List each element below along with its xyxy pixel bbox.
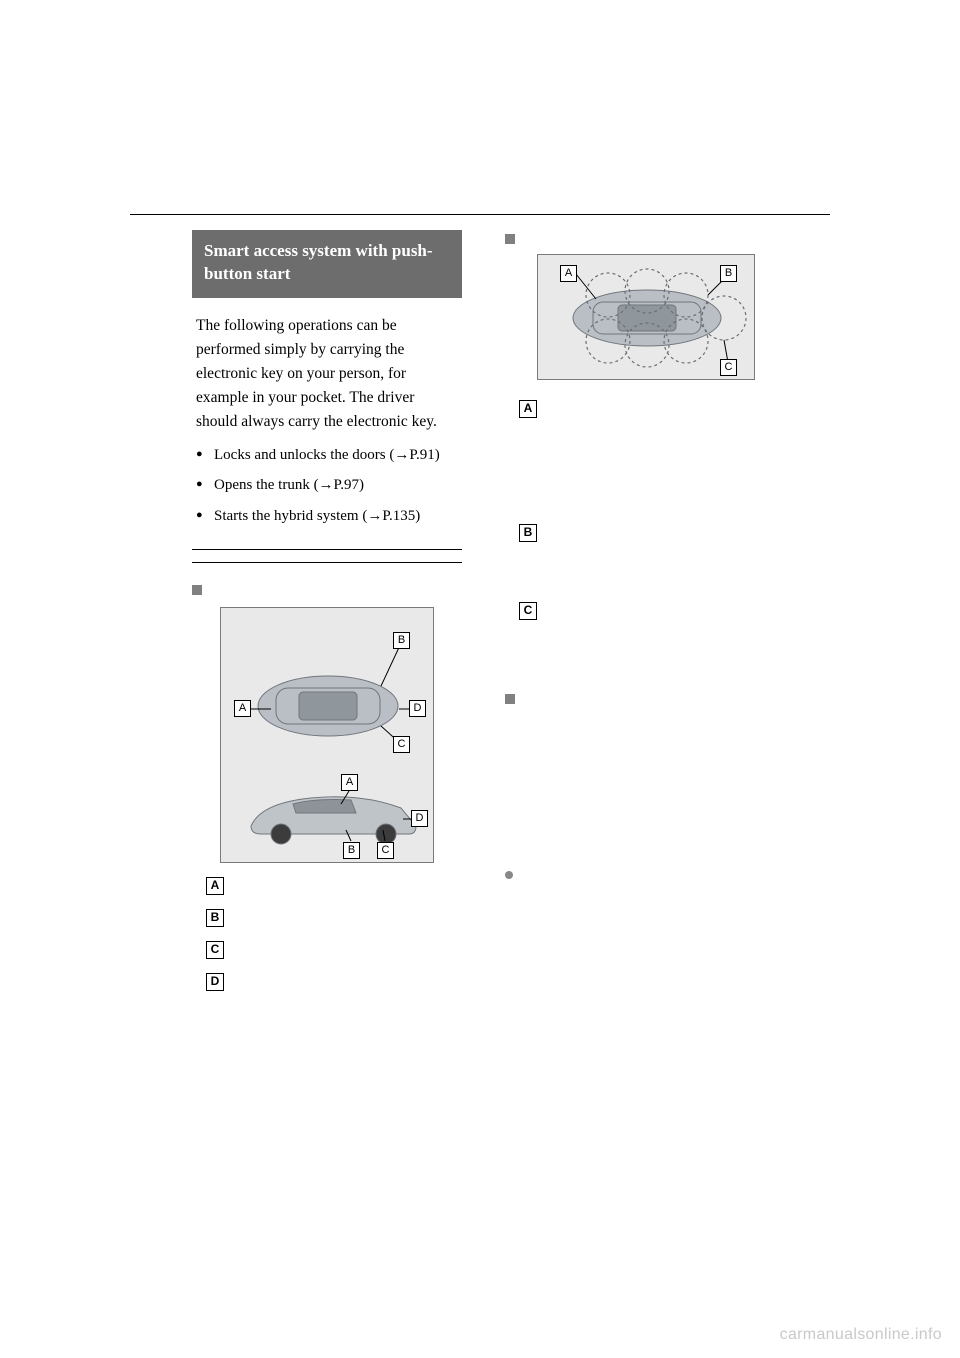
callout-label-a: A: [560, 265, 577, 282]
callout-label-b: B: [720, 265, 737, 282]
figure-antenna-diagram: A B C D A B C D: [220, 607, 434, 863]
watermark-text: carmanualsonline.info: [780, 1326, 942, 1344]
callout-label-d: D: [409, 700, 426, 717]
divider: [192, 562, 462, 563]
right-column: A B C A B C: [505, 230, 833, 879]
legend-row: A: [206, 877, 462, 895]
bullet-item: Starts the hybrid system (→P.135): [196, 505, 458, 528]
legend-spacer: [505, 418, 833, 510]
bullet-item: Opens the trunk (→P.97): [196, 474, 458, 497]
bullet-dot-icon: [505, 871, 513, 879]
spacer: [505, 714, 833, 854]
square-marker-icon: [505, 694, 515, 704]
callout-label-c-side: C: [377, 842, 394, 859]
intro-paragraph: The following operations can be performe…: [196, 314, 458, 434]
subheading-row: [505, 230, 833, 244]
square-marker-icon: [192, 585, 202, 595]
callout-label-b-side: B: [343, 842, 360, 859]
square-marker-icon: [505, 234, 515, 244]
callout-label-b: B: [393, 632, 410, 649]
callout-label-c: C: [720, 359, 737, 376]
page-rule-top: [130, 214, 830, 215]
section-title-bar: Smart access system with push-button sta…: [192, 230, 462, 298]
legend-row: D: [206, 973, 462, 991]
feature-bullet-list: Locks and unlocks the doors (→P.91) Open…: [196, 444, 458, 528]
legend-letter-c: C: [206, 941, 224, 959]
figure-effective-range: A B C: [537, 254, 755, 380]
legend-row: B: [206, 909, 462, 927]
legend-letter-d: D: [206, 973, 224, 991]
legend-letter-a: A: [519, 400, 537, 418]
legend-row: C: [206, 941, 462, 959]
legend-letter-c: C: [519, 602, 537, 620]
left-column: Smart access system with push-button sta…: [192, 230, 462, 991]
callout-label-a: A: [234, 700, 251, 717]
legend-letter-b: B: [519, 524, 537, 542]
legend-spacer: [505, 542, 833, 588]
legend-letter-b: B: [206, 909, 224, 927]
note-bullet: [505, 866, 833, 879]
callout-label-d-side: D: [411, 810, 428, 827]
callout-label-a-side: A: [341, 774, 358, 791]
subheading-row: [505, 690, 833, 704]
spacer: [505, 620, 833, 672]
subheading-row: Antenna location: [192, 581, 462, 597]
bullet-item: Locks and unlocks the doors (→P.91): [196, 444, 458, 467]
legend-row: B: [519, 524, 833, 542]
legend-row: A: [519, 400, 833, 418]
legend-row: C: [519, 602, 833, 620]
intro-box: The following operations can be performe…: [192, 298, 462, 551]
callout-label-c: C: [393, 736, 410, 753]
legend-letter-a: A: [206, 877, 224, 895]
